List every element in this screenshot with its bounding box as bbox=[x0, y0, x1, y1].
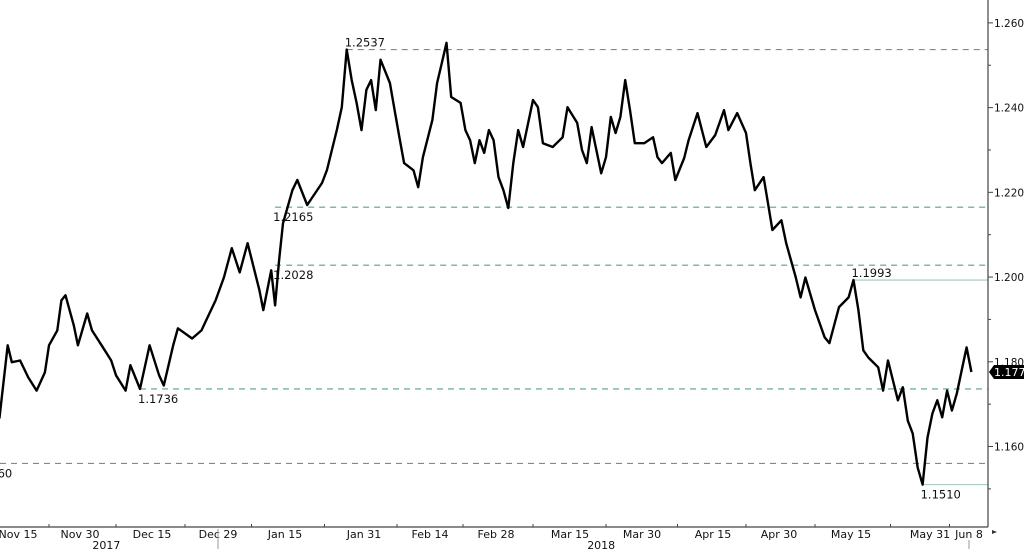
y-tick-label: 1.1600 bbox=[994, 442, 1024, 454]
x-tick-label: Mar 30 bbox=[623, 528, 661, 541]
x-axis-arrow-icon bbox=[992, 530, 997, 534]
x-tick-label: Jun 8 bbox=[954, 528, 983, 541]
x-tick-label: Jan 31 bbox=[346, 528, 381, 541]
y-axis: 1.26001.24001.22001.20001.18001.1600 bbox=[987, 0, 1024, 527]
y-tick-label: 1.2000 bbox=[994, 272, 1024, 284]
year-label: 2017 bbox=[92, 539, 120, 549]
y-tick-label: 1.2600 bbox=[994, 18, 1024, 30]
year-label: 2018 bbox=[587, 539, 615, 549]
last-value-badge: 1.1776 bbox=[989, 364, 1024, 379]
y-tick-label: 1.2400 bbox=[994, 103, 1024, 115]
level-label: 1.1510 bbox=[921, 488, 961, 502]
x-axis: Nov 15 Nov 30 Dec 15 Dec 29 Jan 15 Jan 31 Feb … bbox=[0, 524, 997, 552]
x-tick-label: Nov 30 bbox=[61, 528, 100, 541]
last-value-label: 1.1776 bbox=[994, 366, 1024, 379]
level-label: 1.2028 bbox=[273, 268, 313, 282]
y-tick-label: 1.2200 bbox=[994, 187, 1024, 199]
x-tick-label: Dec 15 bbox=[133, 528, 172, 541]
x-tick-label: Apr 30 bbox=[761, 528, 798, 541]
level-label: 1.1736 bbox=[138, 392, 178, 406]
x-tick-label: Feb 14 bbox=[412, 528, 449, 541]
x-tick-label: May 31 bbox=[910, 528, 950, 541]
x-tick-label: Nov 15 bbox=[0, 528, 37, 541]
level-label: 1.1560 bbox=[0, 466, 12, 480]
level-lines: 1.2537 1.2165 1.2028 1.1993 1.1736 1.1560 1.15… bbox=[0, 36, 988, 502]
level-label: 1.1993 bbox=[851, 266, 891, 280]
x-tick-label: Feb 28 bbox=[478, 528, 515, 541]
x-tick-label: Apr 15 bbox=[695, 528, 732, 541]
x-tick-label: May 15 bbox=[831, 528, 871, 541]
level-label: 1.2165 bbox=[273, 210, 313, 224]
x-tick-label: Jan 15 bbox=[267, 528, 302, 541]
last-value-badge-shape bbox=[989, 364, 1024, 379]
x-tick-label: Mar 15 bbox=[551, 528, 589, 541]
price-series-line bbox=[0, 41, 973, 486]
level-label: 1.2537 bbox=[345, 36, 385, 50]
